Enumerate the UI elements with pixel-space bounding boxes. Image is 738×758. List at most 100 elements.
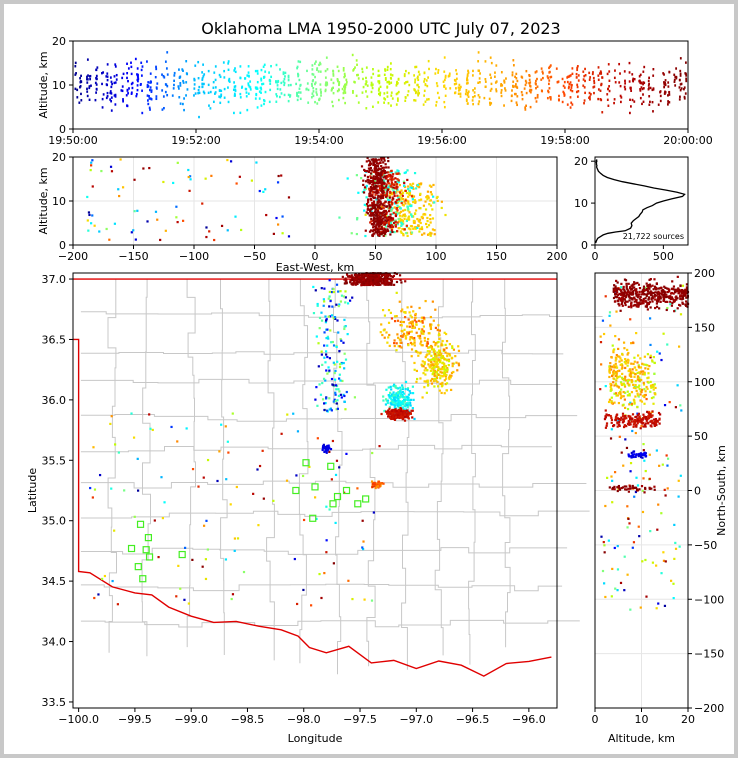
ew-altitude-point: [419, 221, 422, 225]
ew-altitude-point: [400, 201, 403, 205]
plan-view-point: [390, 388, 393, 391]
ns-altitude-point: [649, 354, 652, 357]
time-altitude-point: [260, 77, 263, 80]
plan-view-point: [448, 375, 451, 378]
time-altitude-point: [86, 75, 88, 79]
plan-view-point: [437, 345, 440, 348]
ns-altitude-point: [636, 392, 639, 395]
plan-view-point: [362, 540, 365, 543]
ns-altitude-point: [639, 455, 643, 459]
plan-view-point: [432, 358, 436, 361]
time-altitude-point: [227, 60, 230, 63]
ew-altitude-point: [407, 217, 410, 221]
ns-altitude-point: [609, 389, 612, 392]
time-altitude-point: [325, 84, 328, 87]
ns-altitude-point: [632, 450, 635, 453]
ns-altitude-point: [628, 394, 631, 397]
plan-view-point: [456, 369, 459, 372]
ew-altitude-point: [357, 191, 360, 194]
time-altitude-point: [606, 93, 609, 96]
time-altitude-point: [583, 86, 586, 89]
ns-altitude-point: [642, 416, 645, 420]
ns-altitude-point: [674, 541, 677, 545]
plan-view-point: [370, 599, 374, 602]
ns-altitude-point: [633, 421, 637, 424]
time-altitude-point: [414, 99, 417, 102]
plan-view-point: [433, 378, 436, 381]
plan-view-point: [324, 321, 328, 324]
time-altitude-point: [287, 99, 290, 103]
plan-view-point: [410, 355, 413, 358]
plan-view-point: [390, 417, 393, 421]
plan-view-point: [386, 399, 390, 402]
time-altitude-point: [114, 65, 117, 68]
plan-view-point: [191, 558, 194, 561]
ns-altitude-point: [613, 364, 616, 367]
time-altitude-point: [314, 82, 316, 86]
plan-view-point: [383, 336, 386, 339]
plan-view-point: [97, 593, 100, 596]
plan-view-point: [416, 377, 419, 381]
plan-view-point: [312, 312, 316, 315]
plan-view-point: [432, 340, 435, 344]
time-altitude-point: [130, 61, 132, 64]
ns-altitude-point: [677, 289, 680, 292]
ew-altitude-point: [385, 221, 388, 225]
plan-view-point: [436, 363, 439, 366]
time-altitude-point: [185, 94, 187, 97]
plan-view-point: [324, 401, 327, 405]
ns-altitude-point: [647, 416, 650, 420]
ew-altitude-point: [378, 215, 381, 218]
ew-altitude-point: [426, 225, 429, 229]
ew-altitude-point: [372, 170, 375, 173]
time-altitude-point: [457, 86, 460, 89]
plan-view-point: [320, 350, 323, 353]
plan-view-point: [429, 327, 433, 331]
time-altitude-point: [311, 92, 314, 95]
ew-altitude-point: [417, 224, 420, 227]
ns-altitude-point: [641, 422, 644, 425]
time-altitude-point: [416, 75, 419, 78]
ns-altitude-point: [624, 391, 627, 394]
time-altitude-point: [561, 100, 564, 104]
plan-view-point: [404, 280, 407, 283]
time-altitude-point: [426, 84, 429, 88]
plan-view-point: [325, 350, 328, 353]
time-altitude-point: [679, 83, 682, 86]
plan-view-point: [391, 275, 394, 279]
ns-altitude-point: [640, 418, 643, 421]
county-line: [80, 311, 603, 319]
plan-view-point: [387, 410, 390, 413]
plan-view-point: [183, 598, 186, 601]
time-altitude-point: [534, 96, 537, 100]
time-altitude-point: [683, 86, 686, 89]
ns-altitude-point: [643, 388, 646, 391]
ns-altitude-point: [627, 487, 630, 490]
ns-altitude-point: [631, 371, 634, 374]
plan-view-point: [320, 319, 324, 322]
time-altitude-point: [80, 74, 82, 78]
plan-view-point: [103, 574, 107, 578]
time-altitude-point: [121, 89, 124, 93]
time-altitude-point: [80, 92, 82, 96]
time-altitude-point: [592, 76, 595, 80]
time-altitude-point: [521, 97, 524, 101]
time-altitude-point: [365, 90, 367, 93]
plan-view-point: [415, 380, 418, 383]
time-altitude-point: [114, 81, 117, 84]
time-altitude-point: [276, 84, 279, 87]
ns-altitude-point: [631, 285, 634, 288]
ew-altitude-point: [386, 188, 390, 191]
time-altitude-point: [256, 69, 259, 73]
time-altitude-point: [141, 65, 144, 68]
ew-altitude-point: [376, 185, 379, 188]
plan-view-point: [417, 334, 420, 338]
ns-altitude-point: [647, 298, 650, 301]
plan-view-point: [372, 273, 375, 276]
time-altitude-point: [270, 75, 273, 79]
ns-altitude-point: [635, 290, 638, 293]
ew-altitude-point: [380, 232, 383, 236]
time-altitude-point: [555, 67, 558, 70]
ew-altitude-point: [430, 193, 433, 196]
ns-altitude-point: [642, 425, 645, 428]
